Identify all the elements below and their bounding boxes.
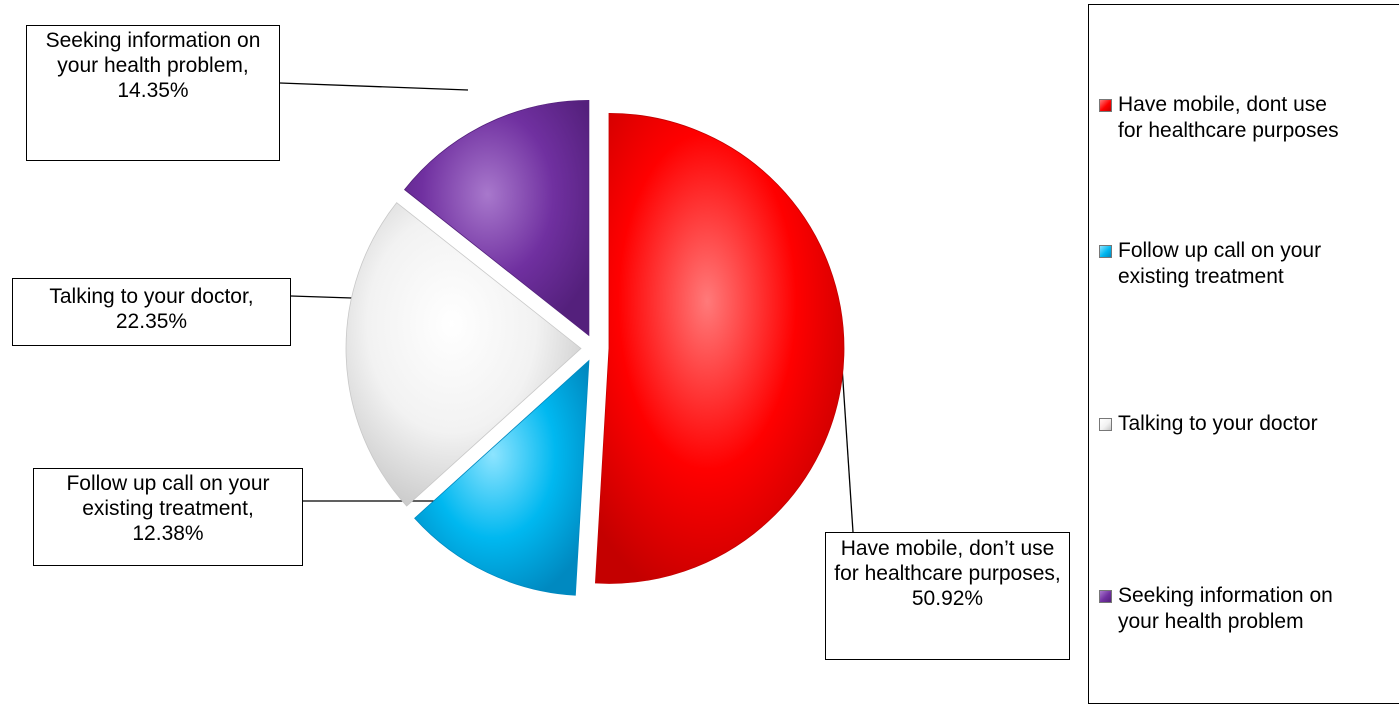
data-label-mobile-name: Have mobile, don’t use for healthcare pu… [834, 537, 1061, 585]
legend-item-followup: Follow up call on your existing treatmen… [1099, 238, 1399, 290]
legend-label-mobile: Have mobile, dont use for healthcare pur… [1118, 93, 1339, 142]
legend-item-mobile: Have mobile, dont use for healthcare pur… [1099, 92, 1399, 144]
data-label-seeking: Seeking information on your health probl… [26, 25, 280, 161]
data-label-seeking-name: Seeking information on your health probl… [45, 29, 261, 77]
legend: Have mobile, dont use for healthcare pur… [1088, 4, 1399, 704]
legend-swatch-followup [1099, 245, 1112, 258]
data-label-doctor: Talking to your doctor, 22.35% [12, 278, 291, 346]
legend-item-seeking: Seeking information on your health probl… [1099, 583, 1399, 635]
legend-item-doctor: Talking to your doctor [1099, 411, 1399, 437]
pie-slice-doctor [345, 202, 582, 507]
data-label-doctor-name: Talking to your doctor, [49, 285, 254, 308]
data-label-mobile: Have mobile, don’t use for healthcare pu… [825, 532, 1070, 660]
data-label-mobile-value: 50.92% [911, 587, 984, 610]
data-label-followup: Follow up call on your existing treatmen… [33, 468, 303, 566]
data-label-followup-name: Follow up call on your existing treatmen… [66, 472, 270, 520]
leader-line-doctor [290, 295, 353, 299]
data-label-doctor-value: 22.35% [115, 310, 188, 333]
legend-swatch-doctor [1099, 418, 1112, 431]
legend-label-seeking: Seeking information on your health probl… [1118, 584, 1333, 633]
leader-line-seeking [279, 82, 469, 91]
data-label-seeking-value: 14.35% [117, 79, 189, 102]
data-label-followup-value: 12.38% [132, 522, 204, 545]
pie-slice-followup [414, 359, 590, 596]
legend-swatch-seeking [1099, 590, 1112, 603]
legend-label-doctor: Talking to your doctor [1118, 412, 1318, 435]
legend-swatch-mobile [1099, 99, 1112, 112]
legend-label-followup: Follow up call on your existing treatmen… [1118, 239, 1322, 288]
pie-slice-mobile [594, 113, 845, 584]
pie-slice-seeking [404, 99, 590, 337]
pie-slices [345, 99, 845, 596]
